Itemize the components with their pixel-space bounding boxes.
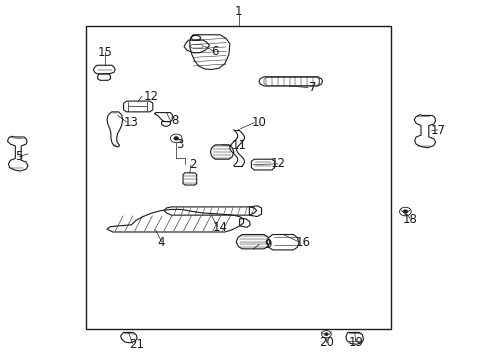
Text: 2: 2 <box>189 158 197 171</box>
Bar <box>86 26 390 329</box>
Text: 1: 1 <box>234 5 242 18</box>
Text: 14: 14 <box>212 221 227 234</box>
Circle shape <box>173 136 178 140</box>
Text: 12: 12 <box>143 90 158 103</box>
Text: 18: 18 <box>402 213 417 226</box>
Text: 6: 6 <box>211 45 219 58</box>
Circle shape <box>324 333 328 336</box>
Text: 5: 5 <box>16 150 23 163</box>
Text: 15: 15 <box>98 46 113 59</box>
Text: 17: 17 <box>430 124 445 137</box>
Text: 12: 12 <box>270 157 285 170</box>
Text: 10: 10 <box>251 116 266 129</box>
Text: 8: 8 <box>171 114 179 127</box>
Text: 19: 19 <box>348 336 364 348</box>
Text: 7: 7 <box>308 81 316 94</box>
Text: 4: 4 <box>157 236 164 249</box>
Text: 9: 9 <box>264 238 271 251</box>
Text: 13: 13 <box>123 116 139 129</box>
Text: 16: 16 <box>295 236 310 249</box>
Text: 11: 11 <box>232 139 246 152</box>
Text: 3: 3 <box>176 138 183 150</box>
Text: 20: 20 <box>318 336 333 348</box>
Circle shape <box>402 210 407 213</box>
Text: 21: 21 <box>128 338 143 351</box>
